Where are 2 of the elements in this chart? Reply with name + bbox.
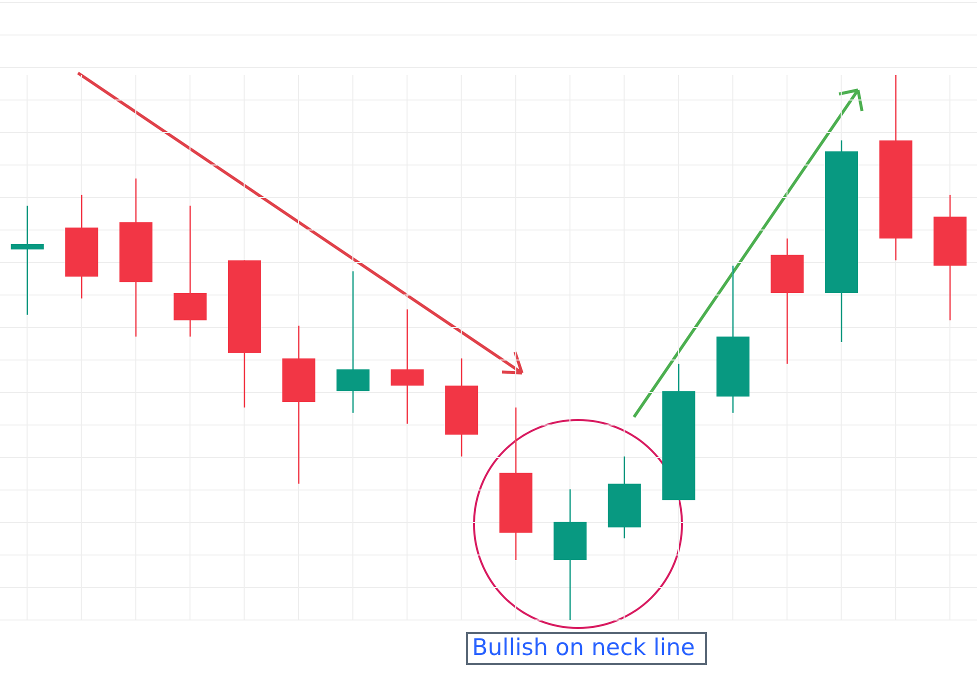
text: Bullish on neck line	[466, 632, 707, 665]
candlestick	[10, 205, 44, 316]
